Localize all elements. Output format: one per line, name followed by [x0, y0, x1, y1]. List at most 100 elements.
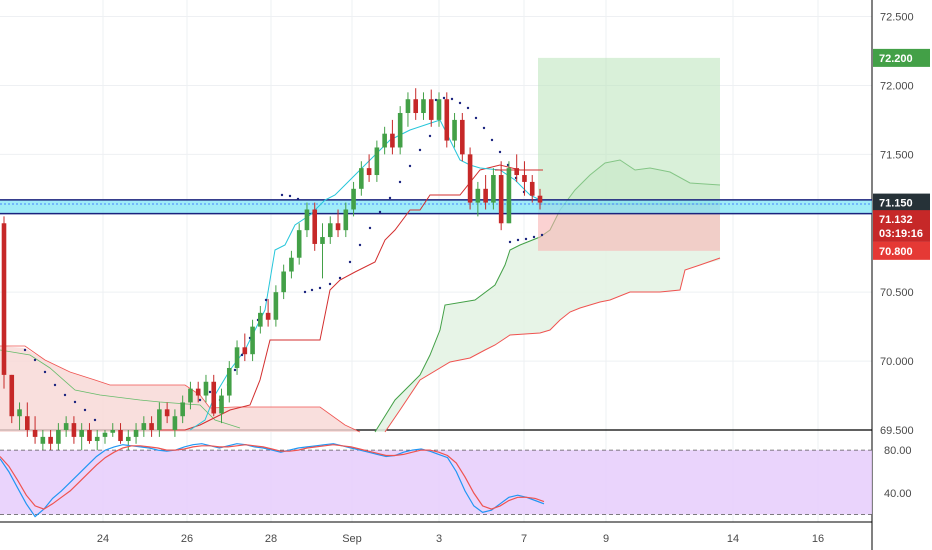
sar-dot — [240, 353, 244, 357]
candle-body — [102, 432, 108, 437]
price-box-badge-bg — [873, 210, 930, 229]
time-tick-label: Sep — [342, 533, 362, 545]
stop-price-badge-bg — [873, 241, 930, 260]
candle-body — [327, 223, 333, 238]
sar-dot — [508, 240, 512, 244]
sar-dot — [318, 286, 322, 290]
candle-body — [514, 168, 519, 176]
candlestick-series — [1, 88, 543, 451]
time-tick-label: 7 — [521, 533, 527, 545]
candle-body — [48, 436, 53, 444]
candle-body — [335, 223, 341, 231]
candle-body — [87, 430, 92, 442]
candle-body — [343, 209, 349, 231]
stoch-k-line — [0, 443, 545, 518]
last-price-badge-bg — [873, 193, 930, 212]
sar-dot — [23, 348, 27, 352]
sar-dot — [198, 398, 202, 402]
candle-body — [359, 168, 364, 189]
candle-body — [374, 147, 380, 176]
profit-zone — [538, 57, 720, 204]
candle-body — [125, 436, 131, 442]
price-badges: 72.200 71.150 71.132 03:19:16 70.800 — [873, 48, 930, 260]
candle-body — [428, 99, 434, 120]
price-tick-label: 72.500 — [880, 12, 914, 24]
stoch-band — [0, 450, 872, 515]
candle-body — [296, 230, 302, 258]
sar-dot — [466, 106, 470, 110]
sar-dot — [450, 97, 454, 101]
stoch-d-line — [0, 444, 545, 510]
candle-body — [390, 133, 395, 148]
price-tick-label: 72.000 — [880, 80, 914, 92]
sar-dot — [33, 358, 37, 362]
sar-dot — [368, 226, 372, 230]
candle-body — [211, 381, 217, 414]
candle-body — [467, 154, 473, 203]
candle-body — [498, 175, 504, 224]
sar-dot — [280, 193, 284, 197]
sar-dot — [442, 96, 446, 100]
candle-body — [234, 347, 240, 368]
sar-dot — [348, 260, 352, 264]
candle-body — [265, 312, 271, 320]
time-tick-label: 28 — [265, 533, 277, 545]
candle-body — [312, 209, 318, 244]
candle-body — [304, 209, 310, 231]
long-position-tool[interactable] — [538, 57, 720, 251]
time-tick-label: 16 — [812, 533, 824, 545]
sar-dot — [458, 101, 462, 105]
price-tick-label: 70.500 — [880, 287, 914, 299]
cloud-red — [0, 346, 360, 432]
price-tick-label: 71.500 — [880, 149, 914, 161]
time-tick-label: 9 — [603, 533, 609, 545]
sar-dot — [408, 164, 412, 168]
sar-dot — [540, 233, 544, 237]
candle-body — [25, 416, 30, 430]
sar-dot — [524, 237, 528, 241]
sar-dot — [73, 400, 77, 404]
candle-body — [133, 430, 139, 437]
candle-body — [258, 312, 263, 327]
sar-dot — [378, 210, 382, 214]
price-axis: 72.500 72.000 71.500 70.500 70.000 69.500 80.0… — [880, 12, 914, 500]
candle-body — [320, 237, 325, 244]
candle-body — [397, 113, 403, 148]
candle-body — [382, 133, 387, 148]
target-price-badge: 72.200 — [879, 53, 913, 65]
sar-dot — [303, 290, 307, 294]
candle-body — [351, 188, 356, 210]
sar-dot — [388, 196, 392, 200]
sar-dot — [43, 370, 47, 374]
sar-dot — [93, 418, 97, 422]
sar-dot — [233, 368, 237, 372]
stoch-tick-label: 40.00 — [884, 488, 912, 500]
time-tick-label: 3 — [436, 533, 442, 545]
price-tick-label: 70.000 — [880, 356, 914, 368]
candle-body — [110, 430, 116, 433]
candle-body — [421, 99, 426, 114]
candle-body — [413, 99, 419, 114]
candle-body — [17, 409, 22, 417]
sar-dot — [498, 150, 502, 154]
candle-body — [188, 388, 193, 403]
candle-body — [506, 168, 512, 224]
candle-body — [273, 292, 279, 320]
candle-body — [203, 381, 209, 396]
candle-body — [366, 168, 372, 176]
sar-dot — [474, 116, 478, 120]
price-tick-label: 69.500 — [880, 425, 914, 437]
stochastic-pane — [0, 443, 872, 523]
countdown-badge-bg — [873, 223, 930, 242]
sar-dot — [532, 235, 536, 239]
candle-body — [475, 188, 481, 203]
candle-body — [172, 416, 178, 430]
time-tick-label: 24 — [97, 533, 109, 545]
horizontal-zone[interactable] — [0, 199, 872, 215]
stoch-tick-label: 80.00 — [884, 445, 912, 457]
candle-body — [436, 99, 442, 120]
candle-body — [242, 347, 248, 355]
candle-body — [71, 423, 77, 437]
candle-body — [195, 388, 201, 396]
